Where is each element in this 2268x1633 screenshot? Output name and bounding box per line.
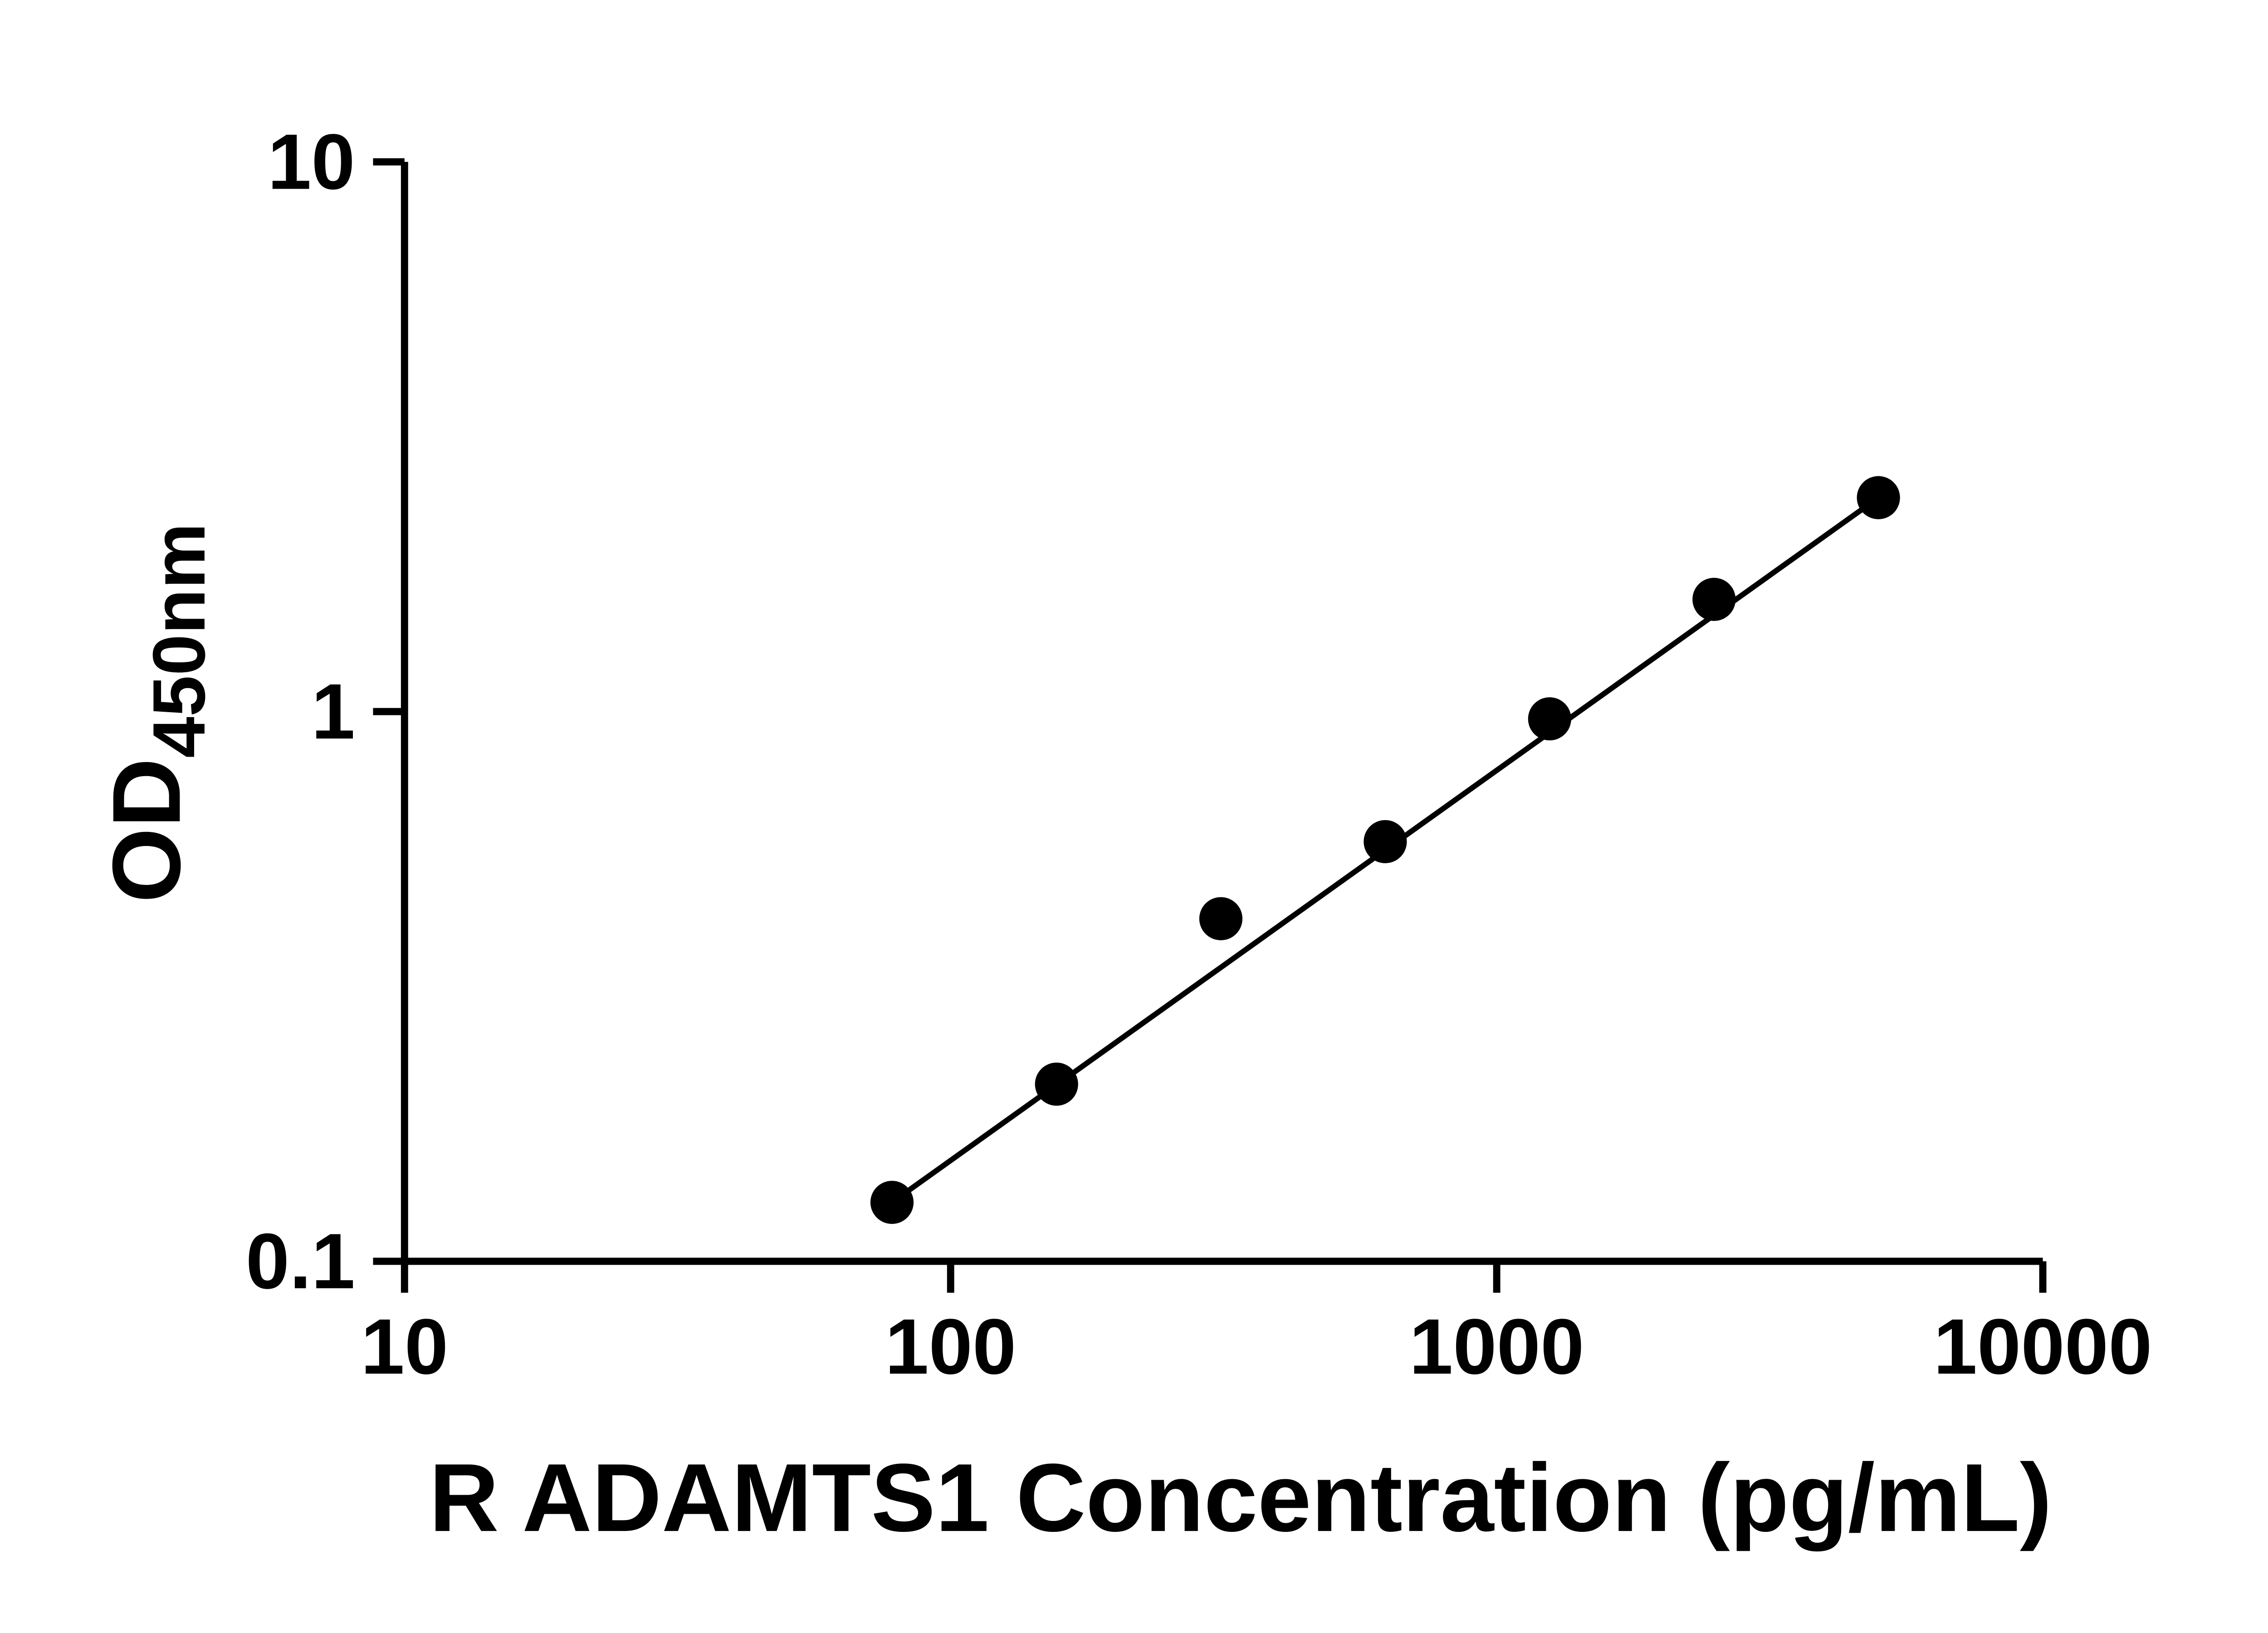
y-axis-label: OD450nm — [93, 523, 220, 903]
data-point — [870, 1181, 914, 1224]
data-point — [1364, 820, 1407, 864]
standard-curve-chart: 10 100 1000 10000 0.1 1 10 R ADAMTS1 Concentra… — [93, 118, 2152, 1552]
ticks-group: 10 100 1000 10000 0.1 1 10 — [246, 118, 2152, 1391]
y-tick-label: 0.1 — [246, 1217, 355, 1305]
y-tick-label: 10 — [268, 118, 355, 206]
y-axis-label-main: OD — [93, 758, 200, 903]
x-axis-label: R ADAMTS1 Concentration (pg/mL) — [429, 1444, 2052, 1552]
axis-line — [401, 162, 2043, 1265]
x-tick-label: 1000 — [1409, 1303, 1584, 1391]
data-point — [1199, 897, 1243, 941]
y-tick-label: 1 — [311, 668, 355, 756]
data-point — [1035, 1062, 1078, 1106]
data-point — [1692, 578, 1736, 621]
data-point — [1528, 697, 1571, 741]
x-tick-label: 100 — [885, 1303, 1016, 1391]
data-points-group — [870, 476, 1900, 1224]
axes-group — [401, 162, 2043, 1265]
x-tick-label: 10000 — [1933, 1303, 2152, 1391]
y-axis-label-sub: 450nm — [137, 523, 220, 758]
data-point — [1857, 476, 1900, 520]
x-tick-label: 10 — [361, 1303, 448, 1391]
